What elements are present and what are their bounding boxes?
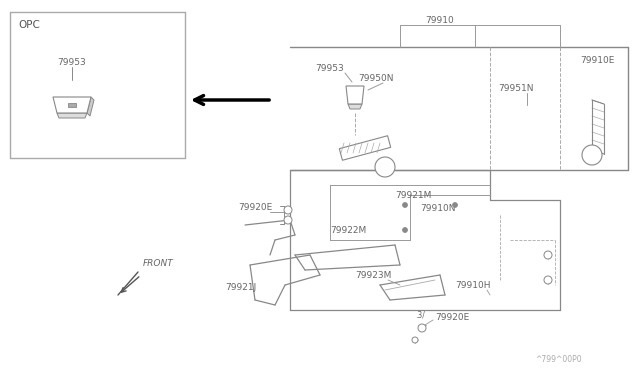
Polygon shape	[348, 104, 362, 109]
Text: ^799^00P0: ^799^00P0	[535, 356, 582, 365]
Polygon shape	[57, 113, 87, 118]
Circle shape	[375, 157, 395, 177]
Polygon shape	[346, 86, 364, 104]
Circle shape	[452, 202, 458, 208]
Text: 79953: 79953	[315, 64, 344, 73]
Text: 79910: 79910	[426, 16, 454, 25]
Circle shape	[418, 324, 426, 332]
Text: 79953: 79953	[58, 58, 86, 67]
Circle shape	[412, 337, 418, 343]
Circle shape	[403, 228, 408, 232]
Polygon shape	[87, 97, 94, 116]
Text: 79921J: 79921J	[225, 283, 256, 292]
Text: 79920E: 79920E	[435, 314, 469, 323]
Text: OPC: OPC	[18, 20, 40, 30]
Text: 79910H: 79910H	[455, 280, 490, 289]
Circle shape	[403, 202, 408, 208]
Polygon shape	[53, 97, 91, 113]
Text: 79921M: 79921M	[395, 190, 431, 199]
Text: 79920E: 79920E	[238, 202, 272, 212]
Circle shape	[544, 276, 552, 284]
Circle shape	[284, 206, 292, 214]
Text: 79922M: 79922M	[330, 225, 366, 234]
Circle shape	[284, 216, 292, 224]
Text: 79923M: 79923M	[355, 270, 392, 279]
Text: 79910E: 79910E	[580, 55, 614, 64]
Text: 79950N: 79950N	[358, 74, 394, 83]
Circle shape	[582, 145, 602, 165]
Text: FRONT: FRONT	[143, 260, 173, 269]
Text: 79951N: 79951N	[498, 83, 534, 93]
Polygon shape	[68, 103, 76, 107]
Circle shape	[544, 251, 552, 259]
Polygon shape	[339, 136, 390, 160]
Text: .3/: .3/	[415, 311, 425, 320]
Text: 79910N: 79910N	[420, 203, 456, 212]
